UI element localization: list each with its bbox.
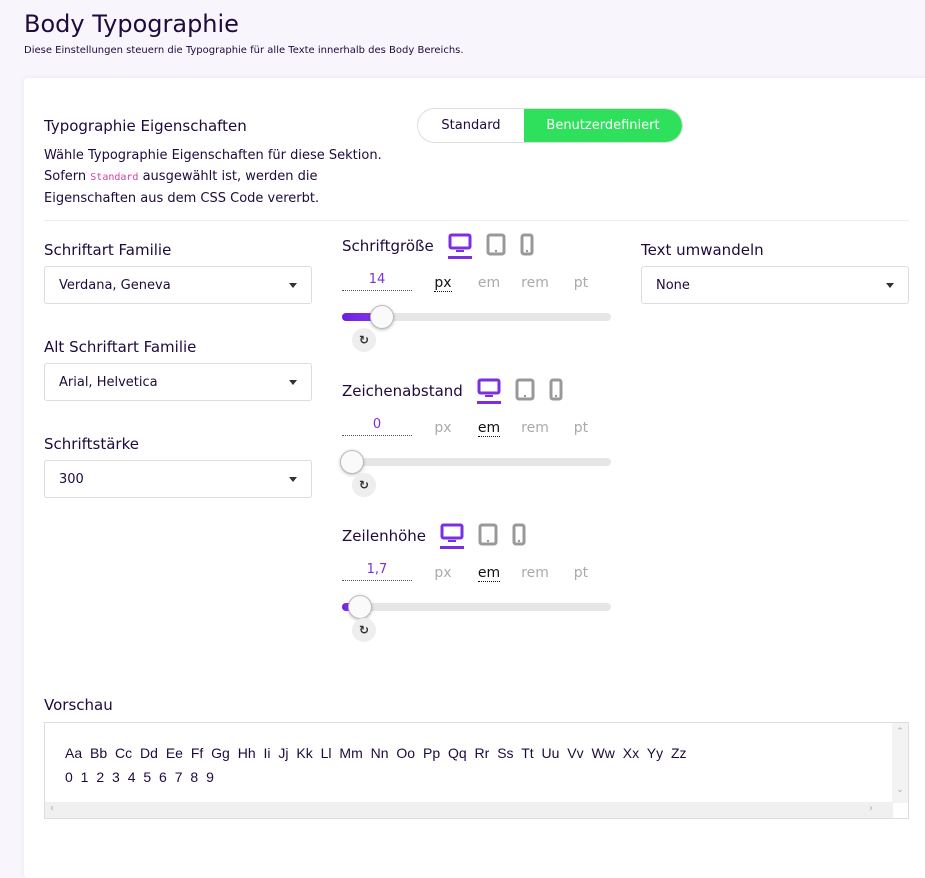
select-value: Verdana, Geneva — [59, 277, 171, 293]
slider-label: Zeichenabstand — [342, 382, 463, 400]
desktop-icon[interactable] — [476, 378, 501, 404]
chevron-down-icon — [289, 476, 297, 482]
slider-thumb[interactable] — [340, 450, 364, 474]
slider-header: Zeilenhöhe — [342, 523, 526, 549]
divider — [44, 220, 909, 221]
unit-label: em — [477, 275, 501, 291]
value-input[interactable]: 0 — [342, 417, 412, 436]
select-dropdown[interactable]: None — [641, 266, 909, 304]
page-subtitle: Diese Einstellungen steuern die Typograp… — [24, 45, 464, 56]
preview-letters: Aa Bb Cc Dd Ee Ff Gg Hh Ii Jj Kk Ll Mm N… — [65, 745, 687, 761]
chevron-down-icon — [289, 379, 297, 385]
slider-fill — [342, 313, 383, 321]
slider-label: Zeilenhöhe — [342, 527, 426, 545]
tablet-icon[interactable] — [486, 233, 506, 259]
chevron-down-icon — [289, 282, 297, 288]
unit-px[interactable]: px — [420, 420, 466, 436]
unit-rem[interactable]: rem — [512, 565, 558, 581]
select-label: Schriftart Familie — [44, 241, 172, 259]
mode-toggle: Standard Benutzerdefiniert — [417, 108, 683, 143]
unit-label: rem — [521, 420, 549, 436]
desc-line: Wähle Typographie Eigenschaften für dies… — [44, 148, 382, 163]
slider-thumb[interactable] — [348, 595, 373, 619]
unit-rem[interactable]: rem — [512, 420, 558, 436]
slider-header: Zeichenabstand — [342, 378, 563, 404]
value-row: 0 px em rem pt — [342, 417, 604, 437]
preview-digits: 0 1 2 3 4 5 6 7 8 9 — [65, 769, 214, 785]
preview-text: Aa Bb Cc Dd Ee Ff Gg Hh Ii Jj Kk Ll Mm N… — [65, 741, 687, 789]
desc-code: Standard — [90, 172, 139, 183]
slider-fill — [342, 603, 351, 611]
tablet-icon[interactable] — [515, 378, 535, 404]
select-label: Text umwandeln — [641, 241, 764, 259]
select-dropdown[interactable]: Arial, Helvetica — [44, 363, 312, 401]
unit-px[interactable]: px — [420, 565, 466, 581]
section-description: Wähle Typographie Eigenschaften für dies… — [44, 145, 382, 209]
unit-label: em — [477, 420, 501, 437]
select-value: 300 — [59, 471, 84, 487]
select-label: Schriftstärke — [44, 435, 139, 453]
value-row: 1,7 px em rem pt — [342, 562, 604, 582]
unit-pt[interactable]: pt — [558, 420, 604, 436]
slider-header: Schriftgröße — [342, 233, 534, 259]
slider-track[interactable] — [340, 450, 611, 474]
select-label: Alt Schriftart Familie — [44, 338, 197, 356]
desc-line: Eigenschaften aus dem CSS Code vererbt. — [44, 191, 320, 206]
value-row: 14 px em rem pt — [342, 272, 604, 292]
page-title: Body Typographie — [24, 10, 239, 38]
chevron-down-icon — [886, 282, 894, 288]
toggle-standard[interactable]: Standard — [441, 118, 501, 133]
preview-box: Aa Bb Cc Dd Ee Ff Gg Hh Ii Jj Kk Ll Mm N… — [44, 722, 909, 819]
unit-em[interactable]: em — [466, 420, 512, 437]
slider-track[interactable] — [342, 305, 611, 329]
desktop-icon[interactable] — [440, 523, 464, 549]
unit-pt[interactable]: pt — [558, 275, 604, 291]
slider-thumb[interactable] — [370, 305, 395, 329]
unit-label: rem — [521, 565, 549, 581]
desc-text: Sofern — [44, 169, 91, 184]
unit-label: px — [434, 565, 452, 581]
unit-label: px — [434, 420, 452, 436]
horizontal-scrollbar[interactable]: ‹ › — [45, 802, 893, 818]
slider-track[interactable] — [342, 595, 611, 619]
unit-rem[interactable]: rem — [512, 275, 558, 291]
value-input[interactable]: 1,7 — [342, 562, 412, 581]
select-dropdown[interactable]: Verdana, Geneva — [44, 266, 312, 304]
unit-label: pt — [573, 565, 589, 581]
section-label: Typographie Eigenschaften — [44, 117, 247, 135]
unit-label: em — [477, 565, 501, 582]
reset-icon[interactable]: ↻ — [352, 618, 376, 642]
unit-em[interactable]: em — [466, 275, 512, 291]
tablet-icon[interactable] — [478, 523, 498, 549]
unit-label: pt — [573, 275, 589, 291]
slider-label: Schriftgröße — [342, 237, 434, 255]
preview-label: Vorschau — [44, 696, 113, 714]
toggle-custom[interactable]: Benutzerdefiniert — [524, 109, 682, 142]
unit-label: px — [434, 275, 452, 292]
unit-em[interactable]: em — [466, 565, 512, 582]
desc-text: ausgewählt ist, werden die — [138, 169, 318, 184]
vertical-scrollbar[interactable]: ⌃ ⌄ — [892, 723, 908, 803]
reset-icon[interactable]: ↻ — [352, 473, 376, 497]
value-input[interactable]: 14 — [342, 272, 412, 291]
reset-icon[interactable]: ↻ — [352, 328, 376, 352]
select-dropdown[interactable]: 300 — [44, 460, 312, 498]
mobile-icon[interactable] — [512, 523, 526, 549]
select-value: Arial, Helvetica — [59, 374, 158, 390]
unit-label: pt — [573, 420, 589, 436]
mobile-icon[interactable] — [520, 233, 534, 259]
unit-pt[interactable]: pt — [558, 565, 604, 581]
unit-px[interactable]: px — [420, 275, 466, 292]
select-value: None — [656, 277, 690, 293]
mobile-icon[interactable] — [549, 378, 563, 404]
desc-line: Sofern Standard ausgewählt ist, werden d… — [44, 166, 382, 188]
desktop-icon[interactable] — [447, 233, 472, 259]
unit-label: rem — [521, 275, 549, 291]
